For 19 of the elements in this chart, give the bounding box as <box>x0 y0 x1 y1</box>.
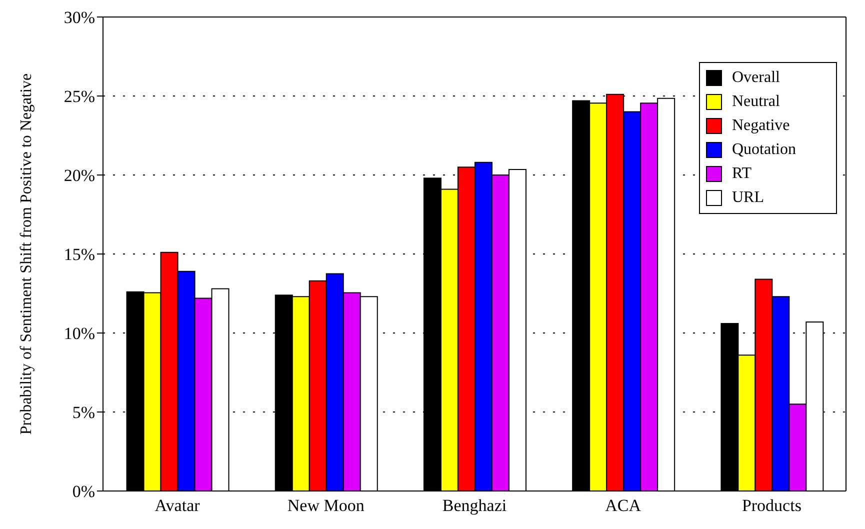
x-tick-label: Avatar <box>154 496 200 516</box>
y-tick-label: 10% <box>64 324 95 344</box>
legend-label: RT <box>732 165 752 183</box>
y-tick-label: 30% <box>64 8 95 28</box>
y-tick-label: 0% <box>72 482 95 502</box>
legend-label: Overall <box>732 69 780 87</box>
x-tick-label: New Moon <box>287 496 365 516</box>
x-tick-label: Products <box>742 496 802 516</box>
x-tick-label: Benghazi <box>442 496 507 516</box>
legend-label: URL <box>732 189 764 207</box>
y-tick-label: 15% <box>64 245 95 264</box>
y-tick-label: 20% <box>64 166 95 186</box>
y-tick-label: 25% <box>64 87 95 106</box>
legend-label: Neutral <box>732 93 780 111</box>
legend-label: Quotation <box>732 141 796 159</box>
y-tick-label: 5% <box>72 403 95 422</box>
x-tick-label: ACA <box>605 496 642 516</box>
legend-label: Negative <box>732 117 790 135</box>
y-axis-title: Probability of Sentiment Shift from Positive to Negative <box>18 73 36 435</box>
